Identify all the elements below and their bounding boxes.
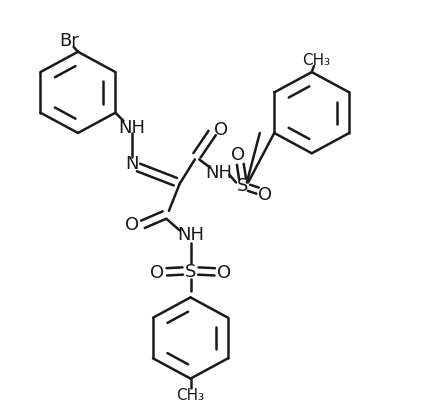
Text: O: O xyxy=(150,263,164,281)
Text: NH: NH xyxy=(119,119,145,136)
Text: NH: NH xyxy=(177,226,204,244)
Text: Br: Br xyxy=(59,32,79,49)
Text: O: O xyxy=(214,121,228,139)
Text: O: O xyxy=(125,216,139,234)
Text: CH₃: CH₃ xyxy=(302,53,330,68)
Text: CH₃: CH₃ xyxy=(177,388,204,402)
Text: O: O xyxy=(217,263,231,281)
Text: O: O xyxy=(259,185,272,203)
Text: S: S xyxy=(185,262,196,280)
Text: N: N xyxy=(125,155,139,173)
Text: S: S xyxy=(237,176,248,194)
Text: O: O xyxy=(231,146,245,164)
Text: NH: NH xyxy=(205,163,232,181)
